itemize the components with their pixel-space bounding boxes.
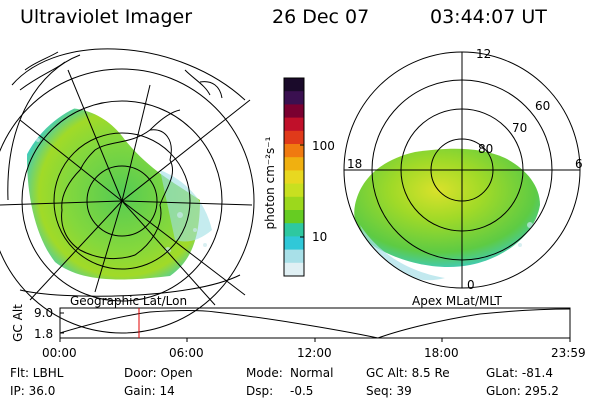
- colorbar-tick-100: 100: [312, 139, 335, 153]
- colorbar-band: [284, 196, 304, 211]
- time-label: 03:44:07 UT: [430, 6, 547, 28]
- colorbar-band: [284, 262, 304, 277]
- colorbar-band: [284, 223, 304, 237]
- mlt-label-12: 12: [476, 47, 492, 61]
- colorbar-frame: [283, 77, 305, 277]
- mlt-label-18: 18: [347, 157, 363, 171]
- colorbar-tick-10: 10: [312, 230, 328, 244]
- colorbar-band: [284, 236, 304, 251]
- gc-alt-status: GC Alt: 8.5 Re: [366, 366, 450, 380]
- altitude-plot: [59, 307, 571, 342]
- colorbar-band: [284, 78, 304, 92]
- altitude-xtick-0600: 06:00: [169, 346, 204, 360]
- geographic-caption: Geographic Lat/Lon: [70, 294, 188, 308]
- glat-status: GLat: -81.4: [486, 366, 553, 380]
- colorbar-band: [284, 144, 304, 158]
- altitude-xtick-2359: 23:59: [551, 346, 586, 360]
- colorbar-band: [284, 183, 304, 198]
- altitude-ytick-low: 1.8: [34, 327, 54, 341]
- mlt-label-6: 6: [575, 157, 583, 171]
- glon-status: GLon: 295.2: [486, 384, 559, 398]
- apex-caption: Apex MLat/MLT: [412, 294, 502, 308]
- date-label: 26 Dec 07: [272, 6, 370, 28]
- dsp-label: Dsp:: [246, 384, 274, 398]
- colorbar-band: [284, 117, 304, 132]
- colorbar-band: [284, 104, 304, 119]
- colorbar-label: photon cm⁻²s⁻¹: [263, 136, 277, 230]
- mlt-label-0: 0: [467, 278, 475, 292]
- geographic-map: [0, 48, 255, 334]
- colorbar-band: [284, 210, 304, 224]
- ip-status: IP: 36.0: [10, 384, 56, 398]
- altitude-ylabel: GC Alt: [11, 304, 25, 342]
- mode-value: Normal: [290, 366, 334, 380]
- lat-label-80: 80: [478, 142, 494, 156]
- colorbar-band: [284, 249, 304, 264]
- lat-label-60: 60: [535, 99, 551, 113]
- mode-label: Mode:: [246, 366, 283, 380]
- colorbar-band: [284, 170, 304, 185]
- door-status: Door: Open: [124, 366, 193, 380]
- altitude-xtick-1800: 18:00: [424, 346, 459, 360]
- colorbar-band: [284, 130, 304, 145]
- gain-status: Gain: 14: [124, 384, 175, 398]
- instrument-title: Ultraviolet Imager: [20, 6, 193, 28]
- filter-status: Flt: LBHL: [10, 366, 64, 380]
- seq-status: Seq: 39: [366, 384, 412, 398]
- altitude-xtick-1200: 12:00: [297, 346, 332, 360]
- dsp-value: -0.5: [290, 384, 314, 398]
- lat-label-70: 70: [512, 121, 528, 135]
- altitude-ytick-high: 9.0: [34, 306, 54, 320]
- altitude-xtick-0000: 00:00: [42, 346, 77, 360]
- colorbar-band: [284, 91, 304, 105]
- apex-map: [343, 51, 581, 289]
- colorbar-band: [284, 157, 304, 171]
- colorbar: [284, 78, 304, 277]
